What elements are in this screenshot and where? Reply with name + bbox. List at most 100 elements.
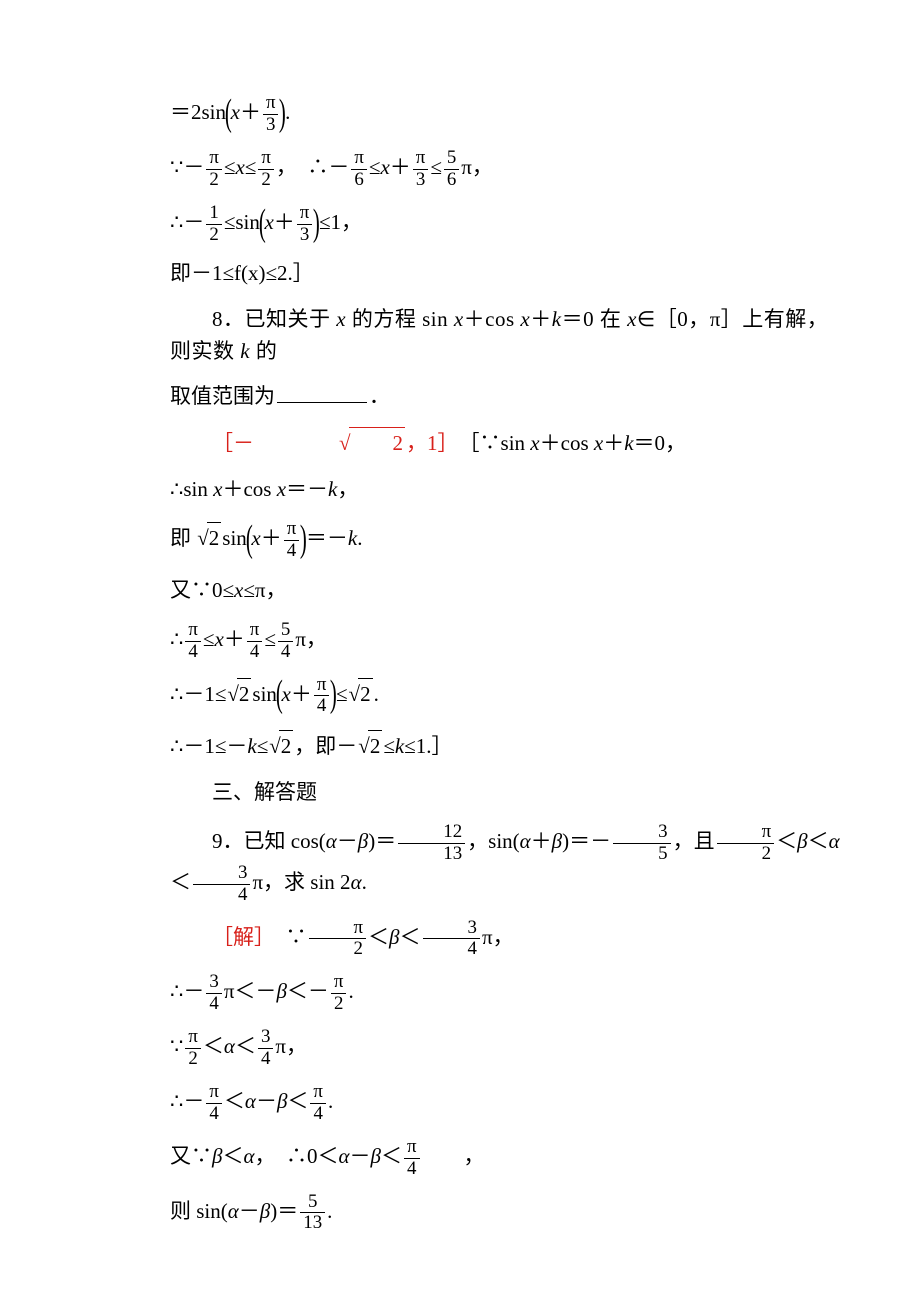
sqrt2: √2 <box>197 522 221 555</box>
text: ＜ <box>203 1034 224 1058</box>
text: ≤π， <box>243 578 286 602</box>
text: ＝0， <box>634 431 687 455</box>
text: ，sin( <box>467 829 520 853</box>
text: 9．已知 cos( <box>212 829 326 853</box>
text: ∴－ <box>170 980 204 1004</box>
text: ∴－ <box>170 210 204 234</box>
var-k: k <box>552 307 562 331</box>
text: . <box>348 980 353 1004</box>
problem-9: 9．已知 cos(α－β)＝1213，sin(α＋β)＝－35，且π2＜β＜α＜… <box>170 823 840 905</box>
text: ＜ <box>776 829 797 853</box>
var-x: x <box>530 431 539 455</box>
sol8-l1: ∴sin x＋cos x＝－k， <box>170 474 840 506</box>
sol8-l5: ∴－1≤√2sin(x＋π4)≤√2. <box>170 676 840 717</box>
text: ≤ <box>264 627 276 651</box>
text: 三、解答题 <box>212 780 317 804</box>
text: ≤sin <box>224 210 260 234</box>
var-k: k <box>624 431 633 455</box>
frac-5-6: 56 <box>444 149 459 190</box>
var-x: x <box>380 155 389 179</box>
text: ＋cos <box>222 477 276 501</box>
text: ＜－ <box>287 980 329 1004</box>
sol8-l6: ∴－1≤－k≤√2，即－√2≤k≤1.］ <box>170 730 840 763</box>
var-x: x <box>336 307 346 331</box>
text: sin <box>222 526 247 550</box>
text: . <box>362 870 367 894</box>
answer-8: ［－√2，1］ ［∵sin x＋cos x＋k＝0， <box>170 427 840 460</box>
text: ≤ <box>383 734 395 758</box>
text: ，且 <box>673 829 715 853</box>
var-x: x <box>264 210 273 234</box>
eq-line-3: ∴－12≤sin(x＋π3)≤1， <box>170 204 840 245</box>
answer-blank <box>277 381 367 403</box>
sol9-l3: ∵π2＜α＜34π， <box>170 1028 840 1069</box>
frac-pi-4: π4 <box>284 520 300 561</box>
text: π， <box>275 1034 307 1058</box>
text: ∴－1≤ <box>170 682 226 706</box>
text: ≤1， <box>319 210 362 234</box>
frac-1-2: 12 <box>206 204 221 245</box>
text: . <box>285 100 290 124</box>
text: 的方程 sin <box>346 307 454 331</box>
text: . <box>374 682 379 706</box>
frac-pi-6: π6 <box>351 149 367 190</box>
text: － <box>239 1199 260 1223</box>
text: π，求 sin 2 <box>252 870 350 894</box>
text: π， <box>461 155 493 179</box>
text: 的 <box>250 339 277 363</box>
text: ∵－ <box>170 155 204 179</box>
var-x: x <box>235 155 244 179</box>
frac-pi-2b: π2 <box>258 149 274 190</box>
text: ≤1.］ <box>404 734 452 758</box>
text: )＝－ <box>562 829 611 853</box>
text: ，即－ <box>294 734 357 758</box>
text: ∴－ <box>170 1089 204 1113</box>
text: ＜ <box>222 1144 243 1168</box>
text: ［∵sin <box>448 431 530 455</box>
text: π， <box>295 627 327 651</box>
text: ＋cos <box>464 307 521 331</box>
text: ≤ <box>257 734 269 758</box>
sol9-l1: ［解］ ∵π2＜β＜34π， <box>170 919 840 960</box>
var-x: x <box>520 307 530 331</box>
sol8-l2: 即 √2sin(x＋π4)＝－k. <box>170 520 840 561</box>
text: π＜－ <box>224 980 277 1004</box>
text: ∴sin <box>170 477 213 501</box>
text: ≤ <box>369 155 381 179</box>
sol9-l2: ∴－34π＜－β＜－π2. <box>170 973 840 1014</box>
text: 8．已知关于 <box>212 307 336 331</box>
text: ＜ <box>381 1144 402 1168</box>
frac-pi-3c: π3 <box>297 204 313 245</box>
text: )＝ <box>368 829 396 853</box>
text: － <box>256 1089 277 1113</box>
text: )＝ <box>270 1199 298 1223</box>
section-3-header: 三、解答题 <box>170 777 840 809</box>
text: ， <box>422 1144 485 1168</box>
text: ＝0 在 <box>562 307 628 331</box>
text: ∴ <box>170 627 183 651</box>
text: . <box>328 1089 333 1113</box>
text: ＋ <box>603 431 624 455</box>
text: － <box>337 829 358 853</box>
text: ≤ <box>430 155 442 179</box>
text: ＜ <box>287 1089 308 1113</box>
var-k: k <box>240 339 250 363</box>
text: ＝－ <box>286 477 328 501</box>
answer-red: ［－√2，1］ <box>212 431 448 455</box>
text: . <box>357 526 362 550</box>
text: 则 sin( <box>170 1199 228 1223</box>
sol8-l4: ∴π4≤x＋π4≤54π， <box>170 621 840 662</box>
text: － <box>350 1144 371 1168</box>
text: ≤ <box>224 155 236 179</box>
problem-8-line2: 取值范围为． <box>170 381 840 413</box>
eq-line-4: 即－1≤f(x)≤2.］ <box>170 258 840 290</box>
text: ＜ <box>400 925 421 949</box>
frac-pi-3b: π3 <box>413 149 429 190</box>
eq-line-2: ∵－π2≤x≤π2， ∴－π6≤x＋π3≤56π， <box>170 149 840 190</box>
page-content: ＝2sin(x＋π3). ∵－π2≤x≤π2， ∴－π6≤x＋π3≤56π， ∴… <box>0 0 920 1307</box>
text: ＜ <box>224 1089 245 1113</box>
var-x: x <box>594 431 603 455</box>
text: ． <box>369 384 390 408</box>
sol9-l4: ∴－π4＜α－β＜π4. <box>170 1083 840 1124</box>
text: ＋cos <box>540 431 594 455</box>
